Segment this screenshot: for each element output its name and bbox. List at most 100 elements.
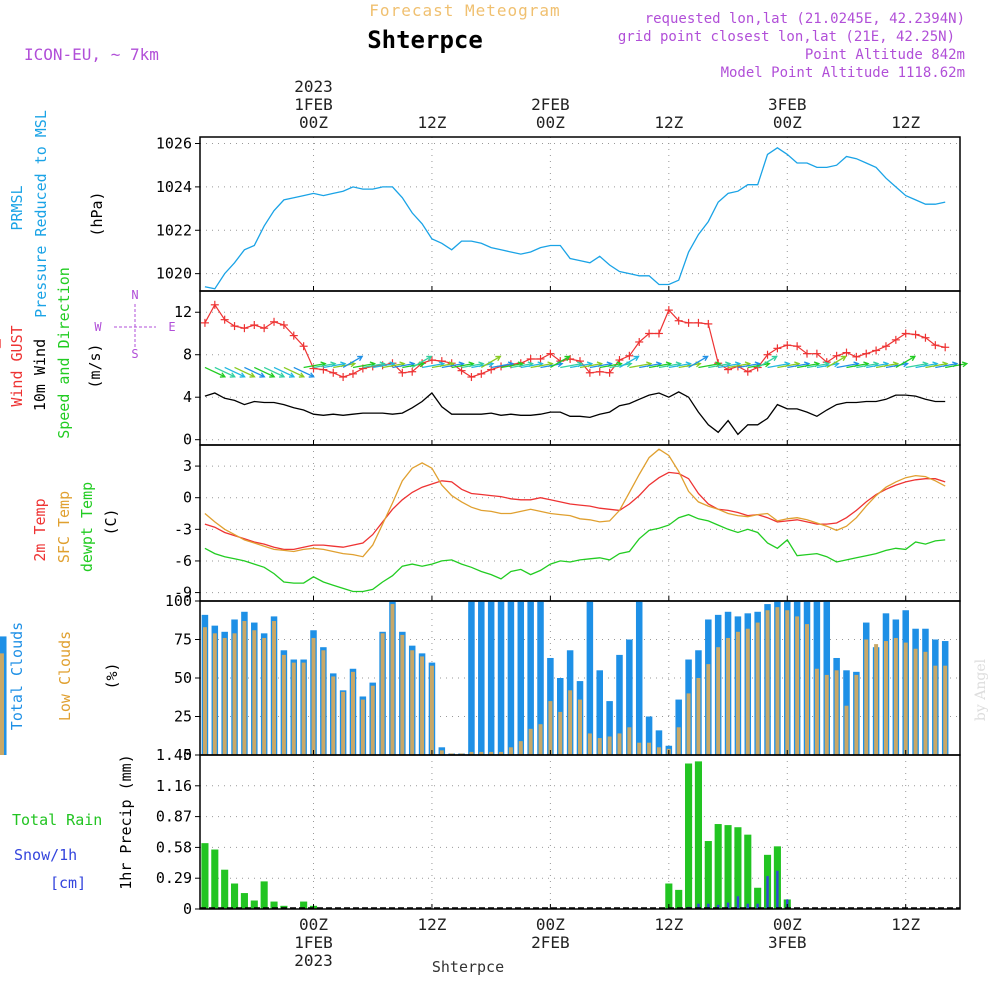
gust-point xyxy=(862,349,871,358)
compass-s: S xyxy=(131,347,138,361)
wind-arrow-head xyxy=(961,361,969,368)
pressure-panel: 1020 1022 1024 1026 xyxy=(156,135,961,292)
y-tick-label: 1024 xyxy=(156,178,192,196)
wind-arrow-shaft xyxy=(362,363,385,369)
low-cloud-bar xyxy=(360,699,365,755)
wind-arrow xyxy=(826,355,847,369)
temp-unit-label: (C) xyxy=(102,508,120,535)
rain-legend: Total Rain xyxy=(12,811,102,829)
low-cloud-bar xyxy=(923,651,928,755)
temp-line-1 xyxy=(204,448,946,558)
low-cloud-bar xyxy=(676,727,681,755)
top-time-label: 12Z xyxy=(417,113,446,132)
y-tick-label: 1022 xyxy=(156,221,192,239)
rain-bar xyxy=(744,834,752,909)
low-cloud-bar xyxy=(864,639,869,755)
wind-arrow-head xyxy=(495,355,502,362)
rain-bar xyxy=(240,893,248,909)
gust-line xyxy=(204,303,946,378)
total-cloud-bar xyxy=(517,601,525,755)
total-cloud-bar xyxy=(497,601,505,755)
low-cloud-bar xyxy=(558,711,563,755)
wind-arrow-shaft xyxy=(678,363,701,369)
rain-bar xyxy=(714,824,722,909)
wind-arrow-shaft xyxy=(658,363,681,369)
total-cloud-bar xyxy=(478,601,485,755)
top-time-label: 2023 xyxy=(294,77,333,96)
total-cloud-bar xyxy=(487,601,495,755)
gust-point xyxy=(891,335,900,344)
y-tick-label: 50 xyxy=(174,669,192,687)
low-cloud-bar xyxy=(281,654,286,755)
wind-arrow-shaft xyxy=(816,363,839,369)
y-tick-label: 8 xyxy=(183,346,192,364)
y-tick-label: 0 xyxy=(183,489,192,507)
low-cloud-bar xyxy=(824,674,829,755)
low-cloud-bar xyxy=(420,656,425,755)
wind-speed-dir-label: Speed and Direction xyxy=(55,267,73,439)
wind-arrow-shaft xyxy=(441,363,464,369)
gust-point xyxy=(457,366,466,375)
compass-n: N xyxy=(131,288,138,302)
low-cloud-bar xyxy=(518,741,523,755)
compass-w: W xyxy=(94,320,102,334)
total-cloud-bar xyxy=(468,601,475,755)
wind-arrow-head xyxy=(564,355,571,362)
low-cloud-bar xyxy=(459,753,464,755)
total-cloud-bar xyxy=(586,601,594,755)
wind-panel: 0 4 8 12 xyxy=(0,290,969,449)
wind-arrow-head xyxy=(269,372,276,378)
low-cloud-bar xyxy=(0,653,4,755)
y-tick-label: 75 xyxy=(174,631,192,649)
gust-point xyxy=(694,318,703,327)
low-cloud-bar xyxy=(903,642,908,755)
wind-arrow xyxy=(757,355,778,369)
bottom-time-label: 3FEB xyxy=(768,933,807,952)
low-cloud-bar xyxy=(341,691,346,755)
low-cloud-bar xyxy=(479,751,484,755)
wind-arrow-shaft xyxy=(550,355,570,369)
gust-point xyxy=(210,300,219,309)
compass-e: E xyxy=(168,320,175,334)
grid-point-coords: grid point closest lon,lat (21E, 42.25N) xyxy=(618,29,955,45)
location-title: Shterpce xyxy=(367,26,483,54)
wind-arrow xyxy=(945,361,969,369)
total-cloud-bar xyxy=(537,601,544,755)
meteogram-panels: 102010221024102604812-9-6-30302550751000… xyxy=(0,135,969,918)
bottom-time-label: 00Z xyxy=(536,915,565,934)
wind-arrow-head xyxy=(239,372,246,378)
low-cloud-bar xyxy=(202,627,207,755)
low-cloud-bar xyxy=(311,637,316,755)
low-cloud-bar xyxy=(429,665,434,755)
gust-point xyxy=(200,318,209,327)
rain-bar xyxy=(300,901,308,909)
low-clouds-label: Low Clouds xyxy=(56,631,74,721)
top-time-label: 2FEB xyxy=(531,95,570,114)
wind-arrow-head xyxy=(426,355,433,362)
y-tick-label: 0 xyxy=(183,746,192,764)
low-cloud-bar xyxy=(647,742,652,755)
gust-point xyxy=(812,349,821,358)
low-cloud-bar xyxy=(884,641,888,755)
wind-arrow-shaft xyxy=(757,355,778,369)
wind-arrow-head xyxy=(840,355,847,362)
low-cloud-bar xyxy=(716,647,721,755)
wind10m-line xyxy=(204,391,946,436)
bottom-time-label: 00Z xyxy=(299,915,328,934)
wind-arrow-shaft xyxy=(480,355,501,369)
wind-arrow-shaft xyxy=(895,355,916,369)
dewpt-label: dewpt Temp xyxy=(78,482,96,572)
snow-bar xyxy=(726,902,730,909)
gust-point xyxy=(931,341,940,350)
wind-arrow-shaft xyxy=(935,363,958,369)
wind-arrow-shaft xyxy=(767,363,790,369)
rain-bar xyxy=(754,887,762,909)
wind-arrow-shaft xyxy=(797,363,819,369)
wind-arrow-shaft xyxy=(372,363,395,369)
y-tick-label: 0.29 xyxy=(156,869,192,887)
gust-point xyxy=(645,329,654,338)
low-cloud-bar xyxy=(933,665,938,755)
low-cloud-bar xyxy=(449,753,454,755)
wind-arrow-head xyxy=(259,372,266,378)
wind-arrow-shaft xyxy=(560,363,583,369)
